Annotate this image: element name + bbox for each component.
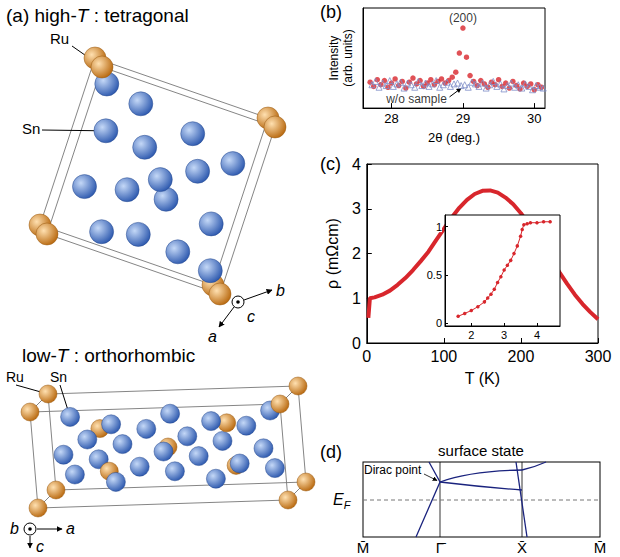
svg-text:Sn: Sn [50, 369, 67, 385]
svg-text:low-T : orthorhombic: low-T : orthorhombic [22, 345, 195, 366]
svg-text:T (K): T (K) [465, 370, 500, 387]
svg-text:4: 4 [352, 156, 361, 173]
svg-text:Ru: Ru [50, 30, 69, 47]
svg-text:0: 0 [352, 335, 361, 352]
svg-text:(d): (d) [320, 442, 342, 462]
svg-text:a: a [66, 520, 75, 537]
svg-text:100: 100 [431, 348, 458, 365]
svg-text:200: 200 [508, 348, 535, 365]
svg-text:M̄: M̄ [594, 539, 607, 556]
svg-text:300: 300 [585, 348, 612, 365]
svg-text:2θ (deg.): 2θ (deg.) [428, 130, 480, 145]
svg-text:1: 1 [352, 290, 361, 307]
svg-text:M̄: M̄ [357, 539, 370, 556]
svg-text:a: a [208, 328, 217, 345]
svg-text:Dirac point: Dirac point [364, 463, 422, 477]
svg-text:c: c [247, 308, 255, 325]
svg-text:3: 3 [501, 329, 507, 341]
svg-text:(200): (200) [449, 11, 477, 25]
svg-text:29: 29 [456, 111, 470, 126]
svg-text:2: 2 [468, 329, 474, 341]
svg-text:w/o sample: w/o sample [385, 92, 447, 106]
svg-text:(a) high-T : tetragonal: (a) high-T : tetragonal [6, 5, 189, 26]
svg-text:surface state: surface state [438, 442, 524, 459]
svg-text:(arb. units): (arb. units) [341, 29, 355, 86]
svg-text:1: 1 [436, 221, 442, 233]
svg-text:Intensity: Intensity [327, 36, 341, 81]
svg-text:2: 2 [352, 245, 361, 262]
svg-text:28: 28 [384, 111, 398, 126]
svg-text:Sn: Sn [22, 120, 40, 137]
svg-text:Ru: Ru [6, 369, 24, 385]
svg-text:EF: EF [333, 491, 352, 511]
svg-text:c: c [36, 538, 44, 555]
svg-text:ρ (mΩcm): ρ (mΩcm) [324, 218, 341, 289]
svg-text:0: 0 [362, 348, 371, 365]
svg-text:0: 0 [436, 317, 442, 329]
svg-text:30: 30 [527, 111, 541, 126]
svg-text:Γ̄: Γ̄ [436, 539, 446, 556]
svg-text:3: 3 [352, 200, 361, 217]
svg-text:(b): (b) [320, 2, 342, 22]
svg-text:b: b [276, 282, 285, 299]
svg-text:b: b [10, 520, 19, 537]
svg-text:X̄: X̄ [517, 539, 527, 556]
svg-text:(c): (c) [320, 154, 341, 174]
svg-text:0.5: 0.5 [427, 269, 442, 281]
svg-text:4: 4 [534, 329, 540, 341]
